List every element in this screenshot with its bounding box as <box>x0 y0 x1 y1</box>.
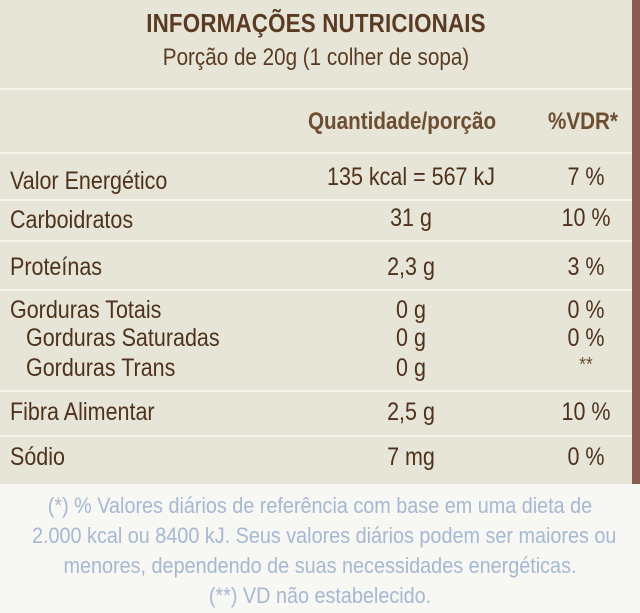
divider <box>0 289 632 291</box>
divider <box>0 152 632 154</box>
nutrition-panel <box>632 0 636 484</box>
divider <box>0 199 632 201</box>
nutrient-name: Proteínas <box>10 253 103 281</box>
nutrient-vd: 10 % <box>561 398 611 426</box>
nutrient-quantity: 0 g <box>396 296 426 324</box>
footnote-line: 2.000 kcal ou 8400 kJ. Seus valores diár… <box>32 523 617 548</box>
footnote-line: (*) % Valores diários de referência com … <box>47 493 593 518</box>
nutrient-name: Gorduras Trans <box>26 354 176 382</box>
nutrient-vd: 0 % <box>567 443 605 471</box>
nutrient-quantity: 135 kcal = 567 kJ <box>327 163 495 191</box>
label-title: INFORMAÇÕES NUTRICIONAIS <box>146 8 486 38</box>
package-edge <box>632 0 640 484</box>
nutrient-name: Gorduras Saturadas <box>26 324 220 352</box>
nutrient-quantity: 0 g <box>396 324 426 352</box>
divider <box>0 88 632 90</box>
nutrient-name: Fibra Alimentar <box>10 398 155 426</box>
nutrient-name: Gorduras Totais <box>10 296 162 324</box>
nutrient-quantity: 2,5 g <box>387 398 435 426</box>
footnote-line: menores, dependendo de suas necessidades… <box>63 553 577 578</box>
nutrient-vd: 10 % <box>561 204 611 232</box>
nutrient-name: Carboidratos <box>10 206 134 234</box>
divider <box>0 240 632 242</box>
serving-size: Porção de 20g (1 colher de sopa) <box>162 44 470 71</box>
header-quantity: Quantidade/porção <box>308 108 497 135</box>
footnote-line: (**) VD não estabelecido. <box>208 583 432 608</box>
nutrient-vd: ** <box>579 354 593 376</box>
divider <box>0 390 632 392</box>
footnote-area <box>0 484 640 613</box>
header-vd: %VDR* <box>548 108 618 135</box>
footnote: (*) % Valores diários de referência com … <box>0 491 640 611</box>
nutrient-vd: 7 % <box>567 163 605 191</box>
nutrient-quantity: 0 g <box>396 354 426 382</box>
nutrient-quantity: 31 g <box>390 204 432 232</box>
nutrient-name: Valor Energético <box>10 167 168 195</box>
nutrient-quantity: 2,3 g <box>387 253 435 281</box>
nutrient-vd: 0 % <box>567 296 605 324</box>
nutrient-vd: 3 % <box>567 253 605 281</box>
nutrient-vd: 0 % <box>567 324 605 352</box>
divider <box>0 435 632 437</box>
nutrient-quantity: 7 mg <box>387 443 435 471</box>
nutrient-name: Sódio <box>10 443 65 471</box>
